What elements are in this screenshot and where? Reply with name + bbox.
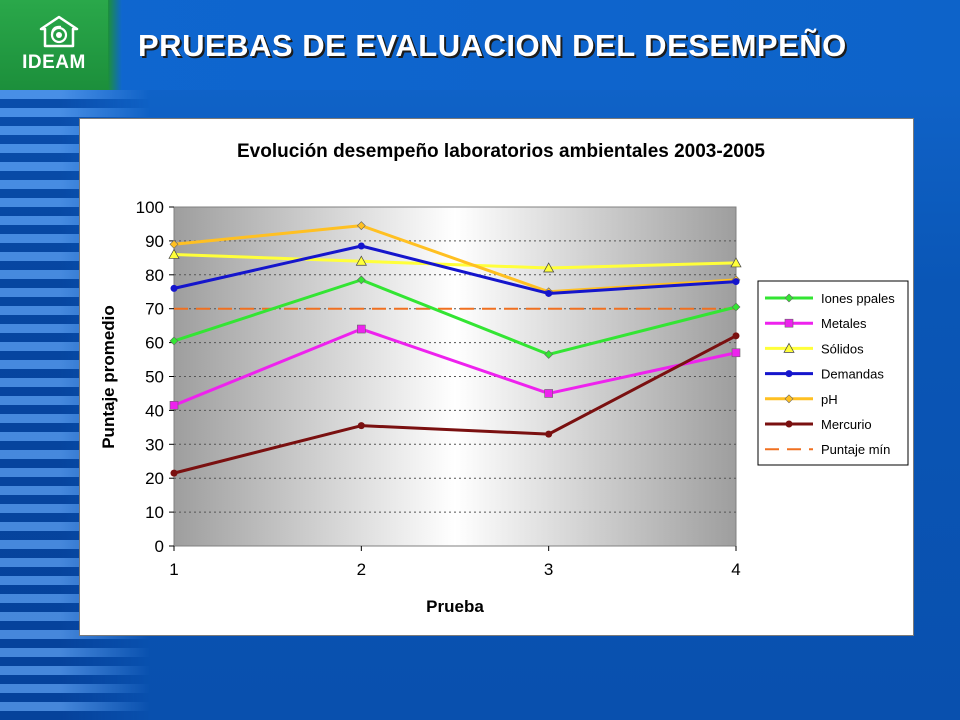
x-tick-label: 2 [357, 560, 366, 579]
y-tick-label: 30 [145, 435, 164, 454]
swirl-logo-icon [39, 15, 79, 48]
data-point [170, 284, 178, 292]
legend-marker [785, 420, 793, 428]
legend-label: Iones ppales [821, 291, 895, 306]
data-point [170, 469, 178, 477]
series-line [173, 278, 737, 356]
y-tick-label: 0 [155, 537, 164, 556]
legend-marker [784, 318, 794, 328]
x-tick-label: 3 [544, 560, 553, 579]
legend: Iones ppales Metales Sólidos Demandas pH Merc… [757, 280, 909, 466]
data-point [545, 289, 553, 297]
legend-marker [784, 293, 794, 303]
y-tick-label: 20 [145, 469, 164, 488]
x-axis-label: Prueba [426, 597, 484, 616]
ideam-logo: IDEAM [0, 0, 122, 90]
series-group [168, 221, 744, 477]
data-point [169, 239, 179, 249]
legend-marker [783, 342, 795, 353]
legend-label: Puntaje mín [821, 442, 890, 457]
series-line [173, 244, 737, 295]
data-point [169, 401, 179, 410]
series-line [173, 224, 737, 294]
data-point [168, 248, 180, 259]
x-tick-label: 1 [169, 560, 178, 579]
data-point [355, 255, 367, 266]
data-point [356, 221, 366, 231]
logo-fade [108, 0, 122, 90]
legend-marker [785, 370, 793, 378]
x-tick-label: 4 [731, 560, 740, 579]
series-line [173, 334, 737, 475]
slide-title: PRUEBAS DE EVALUACION DEL DESEMPEÑO [138, 28, 847, 63]
data-point [169, 336, 179, 346]
data-point [544, 389, 553, 398]
y-tick-label: 80 [145, 266, 164, 285]
series-line [173, 327, 737, 407]
data-point [545, 430, 553, 438]
legend-label: Metales [821, 316, 867, 331]
data-point [732, 332, 740, 340]
y-tick-label: 50 [145, 368, 164, 387]
logo-text: IDEAM [22, 52, 86, 73]
y-tick-label: 40 [145, 401, 164, 420]
data-point [357, 422, 365, 430]
grid-lines [174, 240, 736, 513]
data-point [357, 324, 366, 334]
y-tick-label: 90 [145, 232, 164, 251]
legend-label: Sólidos [821, 341, 864, 356]
legend-marker [784, 394, 794, 404]
line-chart: Evolución desempeño laboratorios ambient… [99, 141, 909, 616]
legend-label: pH [821, 392, 838, 407]
legend-label: Demandas [821, 367, 884, 382]
data-point [356, 275, 366, 285]
axes: 0 10 20 30 40 50 60 70 80 90 100 1 2 3 4 [136, 198, 741, 579]
series-line [173, 252, 737, 270]
y-tick-label: 70 [145, 300, 164, 319]
data-point [730, 257, 742, 268]
y-tick-label: 60 [145, 334, 164, 353]
y-tick-label: 100 [136, 198, 164, 217]
y-axis-label: Puntaje promedio [99, 305, 118, 449]
header-bar: IDEAM PRUEBAS DE EVALUACION DEL DESEMPEÑ… [0, 0, 960, 90]
legend-label: Mercurio [821, 417, 872, 432]
data-point [731, 302, 741, 312]
data-point [732, 278, 740, 286]
y-tick-label: 10 [145, 503, 164, 522]
chart-frame: Evolución desempeño laboratorios ambient… [79, 118, 914, 636]
chart-title: Evolución desempeño laboratorios ambient… [237, 141, 765, 162]
data-point [357, 242, 365, 250]
data-point [543, 262, 555, 273]
data-point [544, 350, 554, 359]
data-point [731, 348, 741, 358]
